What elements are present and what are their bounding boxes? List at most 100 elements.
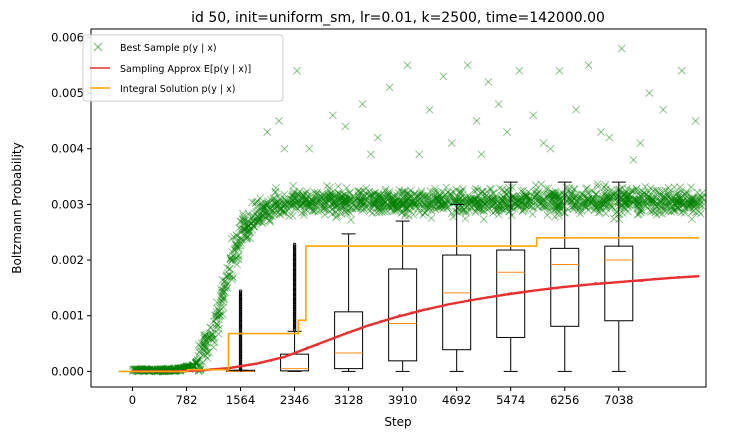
scatter-point (697, 198, 706, 207)
scatter-point (372, 196, 381, 205)
scatter-point (634, 204, 643, 213)
sampling-approx-point (383, 319, 386, 322)
scatter-point (417, 187, 426, 196)
scatter-point (368, 192, 377, 201)
scatter-point (324, 191, 333, 200)
sampling-approx-point (527, 290, 531, 293)
scatter-point (318, 201, 327, 210)
scatter-point (404, 194, 412, 203)
scatter-point (673, 203, 682, 212)
scatter-point (331, 208, 340, 216)
sampling-approx-point (367, 323, 371, 326)
sampling-approx-point (631, 279, 635, 282)
scatter-point (550, 192, 558, 201)
scatter-point (574, 204, 583, 213)
scatter-point (687, 197, 696, 206)
sampling-approx-point (461, 300, 464, 303)
scatter-point (311, 194, 320, 203)
scatter-point (437, 200, 446, 209)
scatter-point (426, 200, 435, 209)
scatter-point (694, 193, 703, 202)
scatter-point (662, 194, 671, 203)
scatter-point (303, 195, 312, 204)
scatter-point (684, 200, 693, 209)
scatter-point (391, 197, 400, 206)
scatter-point (626, 190, 635, 199)
sampling-approx-point (693, 275, 696, 278)
scatter-point (262, 201, 271, 209)
sampling-approx-point (623, 280, 626, 283)
scatter-point (188, 362, 197, 371)
scatter-point (225, 271, 234, 280)
scatter-point (308, 197, 317, 205)
scatter-point (599, 199, 608, 208)
scatter-point (479, 206, 488, 215)
scatter-point (434, 197, 443, 205)
scatter-point (621, 197, 630, 206)
scatter-point (527, 202, 536, 211)
scatter-point (284, 200, 293, 209)
scatter-point (242, 233, 251, 242)
scatter-point (206, 332, 215, 341)
scatter-point (257, 204, 266, 212)
scatter-point (270, 198, 279, 207)
sampling-approx-point (591, 283, 594, 286)
scatter-point (377, 198, 386, 206)
scatter-point (542, 184, 550, 193)
scatter-point (622, 194, 631, 203)
scatter-point (522, 195, 531, 204)
scatter-point (599, 195, 608, 204)
scatter-point (333, 201, 341, 210)
scatter-point (548, 199, 557, 208)
scatter-point (329, 198, 338, 206)
scatter-point (522, 192, 531, 201)
scatter-point (598, 200, 607, 209)
scatter-point (190, 362, 199, 371)
scatter-point (220, 283, 229, 292)
x-tick-label: 3128 (334, 393, 363, 407)
sampling-approx-point (418, 310, 421, 313)
scatter-point (415, 191, 424, 200)
scatter-point (678, 201, 687, 210)
scatter-point (601, 209, 610, 218)
sampling-approx-point (594, 281, 597, 285)
scatter-point (219, 293, 228, 302)
scatter-point (689, 203, 698, 212)
scatter-point (380, 202, 389, 211)
scatter-point (437, 195, 446, 204)
scatter-point (429, 192, 438, 201)
scatter-point (330, 193, 339, 202)
scatter-point (619, 199, 628, 208)
sampling-approx-point (434, 306, 438, 309)
scatter-point (435, 190, 444, 199)
scatter-point (442, 199, 451, 208)
scatter-point (503, 200, 512, 209)
y-axis-label: Boltzmann Probability (10, 142, 24, 273)
scatter-point (491, 203, 500, 211)
scatter-point (513, 201, 522, 210)
sampling-approx-point (510, 292, 513, 295)
scatter-point (573, 196, 582, 205)
scatter-point (433, 194, 442, 203)
scatter-point (358, 200, 367, 209)
scatter-point (237, 228, 246, 237)
scatter-point (467, 196, 476, 205)
sampling-approx-point (371, 323, 374, 326)
scatter-point (467, 203, 476, 212)
scatter-point (472, 204, 481, 213)
scatter-point (451, 207, 460, 216)
scatter-point (262, 209, 271, 218)
scatter-point (416, 190, 424, 199)
scatter-point (358, 194, 367, 203)
scatter-point (440, 191, 449, 200)
scatter-point (525, 196, 534, 205)
scatter-point (412, 202, 421, 211)
scatter-point (361, 198, 369, 207)
scatter-point (560, 208, 569, 217)
scatter-point (514, 196, 523, 205)
scatter-point (631, 195, 640, 203)
scatter-point (553, 202, 562, 211)
sampling-approx-point (601, 282, 604, 285)
scatter-point (416, 200, 425, 209)
